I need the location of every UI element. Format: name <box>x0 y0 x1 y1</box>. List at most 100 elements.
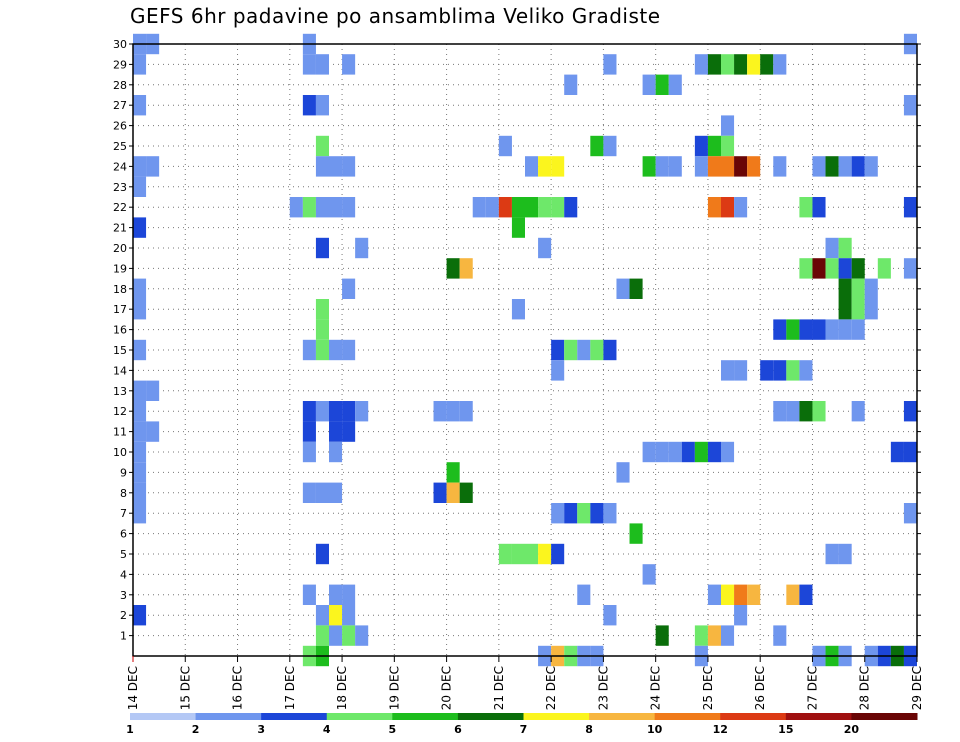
heatmap-cell <box>707 441 721 463</box>
heatmap-cell <box>315 605 329 626</box>
y-tick-label: 2 <box>120 609 127 622</box>
heatmap-cell <box>551 197 565 218</box>
heatmap-cell <box>903 441 917 463</box>
x-tick-label: 26 DEC <box>753 666 767 710</box>
colorbar-swatch <box>720 713 787 720</box>
heatmap-cell <box>329 605 343 626</box>
heatmap-cell <box>302 421 316 442</box>
heatmap-cell <box>655 441 669 463</box>
heatmap-cell <box>773 360 787 381</box>
heatmap-cell <box>903 258 917 279</box>
y-tick-label: 12 <box>113 405 127 418</box>
heatmap-cell <box>903 197 917 218</box>
heatmap-cell <box>511 543 525 565</box>
heatmap-cell <box>315 401 329 422</box>
heatmap-cell <box>721 156 735 177</box>
heatmap-cell <box>355 401 369 422</box>
heatmap-cell <box>747 584 761 605</box>
heatmap-cell <box>760 360 774 381</box>
heatmap-cell <box>342 584 356 605</box>
heatmap-cell <box>734 605 748 626</box>
heatmap-cell <box>133 482 147 503</box>
heatmap-cell <box>838 237 852 259</box>
x-tick-label: 24 DEC <box>649 666 663 710</box>
colorbar-label: 6 <box>454 723 462 736</box>
heatmap-cell <box>133 217 147 238</box>
heatmap-cell <box>315 543 329 565</box>
heatmap-cell <box>133 441 147 463</box>
colorbar-swatch <box>589 713 656 720</box>
y-tick-label: 23 <box>113 181 127 194</box>
colorbar-swatch <box>654 713 721 720</box>
heatmap-cell <box>851 278 865 299</box>
heatmap-cell <box>315 156 329 177</box>
heatmap-cell <box>681 441 695 463</box>
y-tick-label: 1 <box>120 630 127 643</box>
heatmap-cell <box>851 258 865 279</box>
heatmap-cell <box>864 278 878 299</box>
heatmap-cell <box>446 462 460 483</box>
y-tick-label: 28 <box>113 79 127 92</box>
heatmap-cell <box>146 421 160 442</box>
colorbar-swatch <box>392 713 459 720</box>
heatmap-cell <box>838 543 852 565</box>
heatmap-cell <box>433 401 447 422</box>
y-tick-label: 20 <box>113 242 127 255</box>
heatmap-cell <box>812 197 826 218</box>
x-tick-label: 20 DEC <box>440 666 454 710</box>
heatmap-cell <box>773 319 787 340</box>
heatmap-cell <box>590 503 604 524</box>
heatmap-cell <box>603 135 617 157</box>
heatmap-cell <box>133 421 147 442</box>
y-tick-label: 27 <box>113 99 127 112</box>
x-tick-label: 25 DEC <box>701 666 715 710</box>
heatmap-cell <box>747 54 761 75</box>
heatmap-cell <box>538 156 552 177</box>
heatmap-cell <box>315 319 329 340</box>
heatmap-cell <box>642 564 656 585</box>
heatmap-cell <box>551 156 565 177</box>
heatmap-cell <box>525 156 539 177</box>
heatmap-cell <box>329 625 343 646</box>
heatmap-cell <box>302 95 316 116</box>
heatmap-cell <box>302 482 316 503</box>
heatmap-cell <box>485 197 499 218</box>
heatmap-cell <box>315 625 329 646</box>
heatmap-cell <box>864 156 878 177</box>
colorbar-swatch <box>130 713 197 720</box>
heatmap-cell <box>734 54 748 75</box>
x-tick-label: 28 DEC <box>858 666 872 710</box>
heatmap-cell <box>315 237 329 259</box>
heatmap-cell <box>799 197 813 218</box>
y-tick-label: 14 <box>113 364 127 377</box>
heatmap-cell <box>133 401 147 422</box>
heatmap-cell <box>472 197 486 218</box>
y-tick-label: 30 <box>113 38 127 51</box>
heatmap-cell <box>655 156 669 177</box>
heatmap-cell <box>577 339 591 361</box>
heatmap-cell <box>603 605 617 626</box>
heatmap-cell <box>133 54 147 75</box>
heatmap-cell <box>734 584 748 605</box>
x-tick-label: 27 DEC <box>805 666 819 710</box>
heatmap-cell <box>812 156 826 177</box>
heatmap-cell <box>564 339 578 361</box>
heatmap-cell <box>851 319 865 340</box>
heatmap-cell <box>734 156 748 177</box>
heatmap-cell <box>707 156 721 177</box>
heatmap-cell <box>773 156 787 177</box>
heatmap-cell <box>786 401 800 422</box>
colorbar-label: 10 <box>647 723 663 736</box>
y-tick-label: 15 <box>113 344 127 357</box>
heatmap-cell <box>551 503 565 524</box>
heatmap-cell <box>511 299 525 320</box>
heatmap-cell <box>525 543 539 565</box>
y-tick-label: 3 <box>120 589 127 602</box>
heatmap-cell <box>721 625 735 646</box>
heatmap-cell <box>707 54 721 75</box>
heatmap-cell <box>329 421 343 442</box>
y-tick-label: 19 <box>113 262 127 275</box>
heatmap-cell <box>760 54 774 75</box>
colorbar-swatch <box>326 713 393 720</box>
heatmap-cell <box>707 197 721 218</box>
